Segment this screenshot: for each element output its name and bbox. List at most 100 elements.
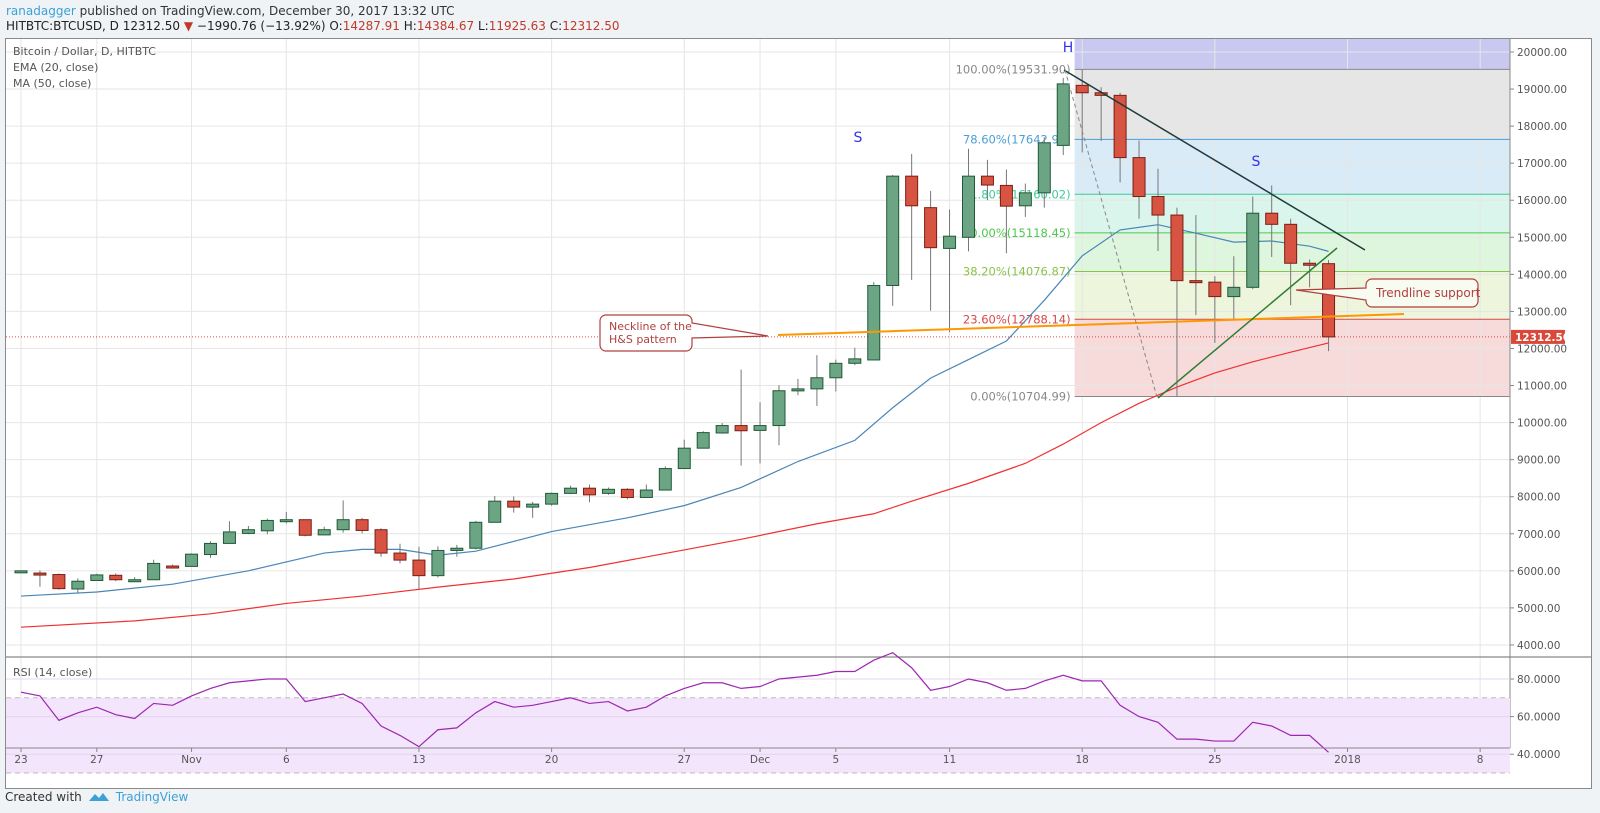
- candle-body[interactable]: [1170, 214, 1184, 282]
- candle-body[interactable]: [867, 284, 881, 361]
- candle-body[interactable]: [469, 521, 483, 549]
- candle-body[interactable]: [848, 358, 862, 364]
- candle-body[interactable]: [1246, 212, 1260, 288]
- ma-legend[interactable]: MA (50, close): [13, 77, 92, 90]
- candle-body[interactable]: [696, 432, 710, 449]
- candle-body[interactable]: [1303, 262, 1317, 266]
- fib-zone: [1074, 319, 1510, 397]
- candle-body[interactable]: [924, 207, 938, 249]
- candle-body[interactable]: [601, 488, 615, 494]
- candle-body[interactable]: [1075, 84, 1089, 94]
- candle-body[interactable]: [33, 572, 47, 576]
- candle-body[interactable]: [260, 519, 274, 532]
- candle-body[interactable]: [1018, 192, 1032, 207]
- candle-body[interactable]: [317, 529, 331, 536]
- candle-body[interactable]: [734, 425, 748, 432]
- candle-body[interactable]: [772, 390, 786, 427]
- candle-body[interactable]: [298, 519, 312, 536]
- time-axis-label: 25: [1208, 754, 1221, 766]
- neckline-callout[interactable]: [599, 314, 769, 352]
- candle-body[interactable]: [185, 553, 199, 567]
- candle-body[interactable]: [1113, 94, 1127, 159]
- rsi-axis-label: 80.0000: [1517, 674, 1560, 686]
- candle-body[interactable]: [620, 488, 634, 498]
- price-axis-label: 19000.00: [1517, 84, 1567, 96]
- candle-body[interactable]: [791, 388, 805, 392]
- tradingview-link[interactable]: TradingView: [115, 790, 189, 804]
- low-value: 11925.63: [488, 19, 546, 33]
- candle-body[interactable]: [639, 489, 653, 498]
- descending-trendline[interactable]: [1063, 69, 1366, 251]
- ascending-trendline[interactable]: [1157, 247, 1338, 399]
- candle-body[interactable]: [14, 570, 28, 574]
- ema-legend[interactable]: EMA (20, close): [13, 61, 99, 74]
- candle-body[interactable]: [545, 492, 559, 505]
- candle-body[interactable]: [507, 500, 521, 508]
- candle-body[interactable]: [999, 184, 1013, 207]
- candle-body[interactable]: [1056, 83, 1070, 146]
- candle-body[interactable]: [450, 547, 464, 551]
- candle-body[interactable]: [374, 529, 388, 554]
- publish-info: ranadagger published on TradingView.com,…: [6, 4, 455, 18]
- created-with-label: Created with: [5, 790, 82, 804]
- candle-body[interactable]: [412, 559, 426, 577]
- author-link[interactable]: ranadagger: [6, 4, 76, 18]
- candle-body[interactable]: [715, 425, 729, 434]
- callout-text: Trendline support: [1375, 286, 1481, 300]
- candle-body[interactable]: [1037, 142, 1051, 194]
- candle-body[interactable]: [393, 552, 407, 561]
- candle-body[interactable]: [1132, 157, 1146, 198]
- candle-body[interactable]: [962, 175, 975, 238]
- candle-body[interactable]: [583, 487, 596, 496]
- candle-body[interactable]: [355, 519, 369, 531]
- candle-body[interactable]: [1151, 196, 1165, 216]
- candle-body[interactable]: [886, 175, 900, 286]
- candle-body[interactable]: [52, 574, 66, 590]
- trendline-support-callout[interactable]: [1295, 278, 1479, 308]
- candle-body[interactable]: [204, 542, 217, 556]
- candle-body[interactable]: [564, 487, 578, 494]
- candle-body[interactable]: [279, 519, 293, 523]
- rsi-legend[interactable]: RSI (14, close): [13, 666, 93, 679]
- neckline-trendline[interactable]: [777, 313, 1405, 336]
- candle-body[interactable]: [1284, 223, 1298, 264]
- candle-body[interactable]: [336, 519, 350, 531]
- candle-body[interactable]: [222, 531, 236, 544]
- candle-body[interactable]: [1322, 263, 1336, 338]
- candle-body[interactable]: [1189, 280, 1203, 284]
- tradingview-logo-icon: [88, 793, 109, 801]
- fib-zone: [1074, 139, 1510, 195]
- candle-body[interactable]: [241, 529, 255, 534]
- candle-body[interactable]: [943, 235, 957, 249]
- candle-body[interactable]: [147, 562, 161, 581]
- candle-body[interactable]: [829, 362, 843, 379]
- candle-body[interactable]: [431, 549, 445, 577]
- candle-body[interactable]: [1265, 212, 1279, 225]
- candle-body[interactable]: [658, 468, 672, 491]
- price-axis-label: 4000.00: [1517, 640, 1560, 652]
- callout-text: H&S pattern: [609, 333, 677, 346]
- last-price: 12312.50: [122, 19, 181, 33]
- candle-body[interactable]: [526, 503, 540, 508]
- candle-body[interactable]: [753, 425, 767, 431]
- price-axis-label: 16000.00: [1517, 195, 1567, 207]
- candle-body[interactable]: [1227, 286, 1241, 298]
- fib-level-label: 100.00%(19531.90): [956, 62, 1071, 76]
- fib-zone-top: [1074, 39, 1510, 70]
- candle-body[interactable]: [90, 574, 104, 581]
- candle-body[interactable]: [980, 175, 994, 186]
- candle-body[interactable]: [109, 574, 123, 581]
- candle-body[interactable]: [166, 565, 180, 569]
- price-axis-label: 18000.00: [1517, 121, 1567, 133]
- price-axis-label: 17000.00: [1517, 158, 1567, 170]
- candle-body[interactable]: [488, 500, 502, 523]
- price-axis-label: 6000.00: [1517, 566, 1560, 578]
- rsi-band-fill: [6, 697, 1510, 773]
- candle-body[interactable]: [677, 447, 691, 470]
- candle-body[interactable]: [71, 580, 85, 590]
- candle-body[interactable]: [128, 579, 142, 583]
- candle-body[interactable]: [810, 377, 824, 390]
- candle-body[interactable]: [1208, 281, 1222, 298]
- candle-body[interactable]: [905, 175, 919, 207]
